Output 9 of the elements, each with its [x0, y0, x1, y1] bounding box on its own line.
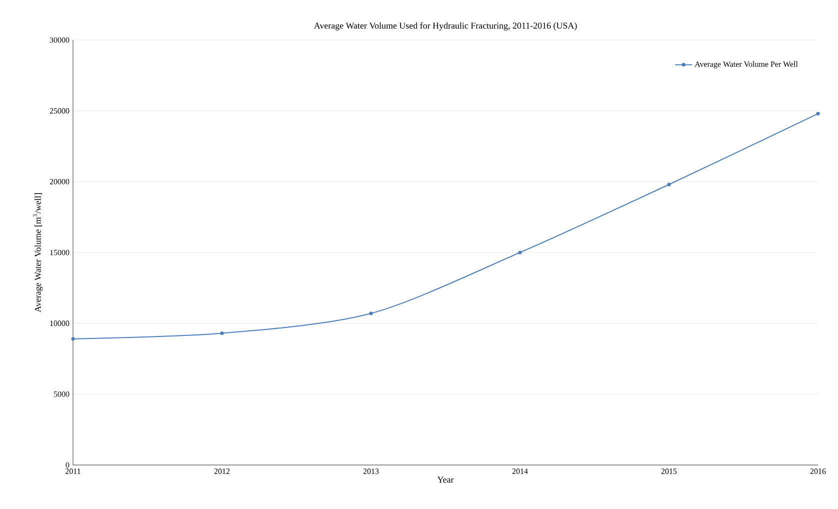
chart-title: Average Water Volume Used for Hydraulic Fracturing, 2011-2016 (USA): [314, 22, 577, 31]
point: [667, 182, 671, 186]
point: [220, 331, 224, 336]
x-axis-title: Year: [437, 476, 454, 483]
y-axis-title: Average Water Volume [m$^{3}$/well]: [33, 193, 43, 312]
point: [71, 337, 75, 341]
point: [518, 250, 522, 254]
point: [816, 112, 820, 116]
point: [369, 312, 373, 316]
